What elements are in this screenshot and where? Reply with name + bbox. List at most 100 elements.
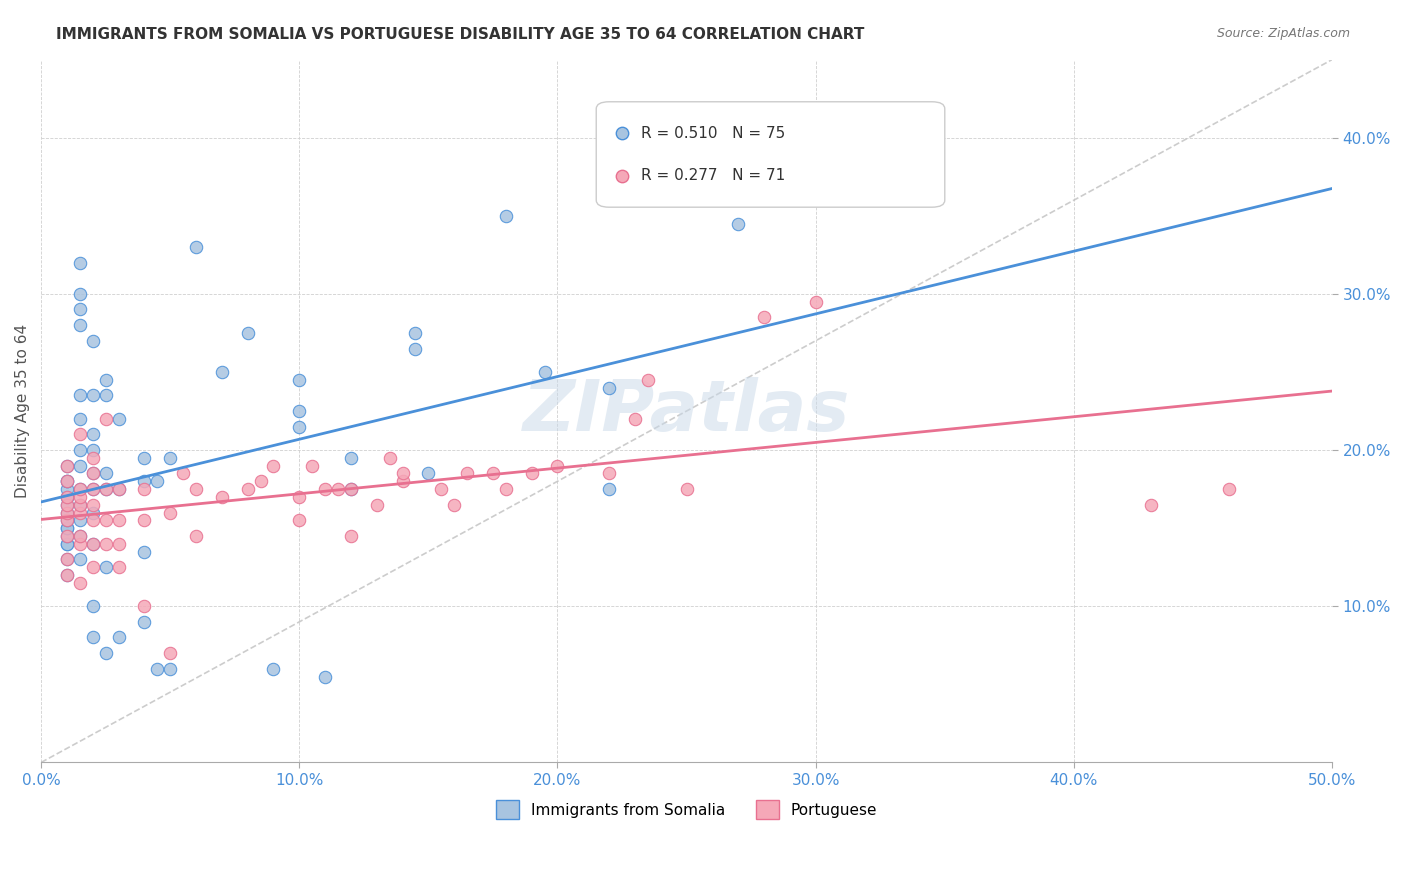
Point	[624, 412, 647, 426]
Point	[94, 646, 117, 660]
Point	[69, 537, 91, 551]
Point	[69, 427, 91, 442]
Point	[82, 443, 104, 458]
Point	[430, 482, 453, 496]
Point	[301, 458, 323, 473]
Point	[107, 513, 129, 527]
Point	[134, 482, 156, 496]
Point	[56, 458, 79, 473]
Point	[107, 560, 129, 574]
Point	[69, 302, 91, 317]
Point	[340, 482, 363, 496]
Point	[288, 404, 311, 418]
Point	[69, 513, 91, 527]
Point	[56, 506, 79, 520]
Point	[598, 381, 620, 395]
Point	[598, 482, 620, 496]
Point	[107, 631, 129, 645]
Point	[326, 482, 349, 496]
Point	[418, 467, 440, 481]
Point	[69, 412, 91, 426]
Point	[69, 575, 91, 590]
Point	[314, 482, 336, 496]
Point	[236, 482, 259, 496]
Point	[56, 498, 79, 512]
Point	[107, 482, 129, 496]
Point	[249, 475, 271, 489]
Point	[134, 450, 156, 465]
Point	[56, 475, 79, 489]
Point	[1218, 482, 1240, 496]
FancyBboxPatch shape	[596, 102, 945, 207]
Point	[94, 482, 117, 496]
Point	[82, 498, 104, 512]
Point	[69, 552, 91, 566]
Point	[69, 286, 91, 301]
Point	[82, 427, 104, 442]
Point	[82, 388, 104, 402]
Point	[94, 560, 117, 574]
Point	[288, 419, 311, 434]
Point	[391, 467, 413, 481]
Point	[56, 552, 79, 566]
Point	[82, 467, 104, 481]
Point	[69, 443, 91, 458]
Point	[184, 482, 207, 496]
Point	[366, 498, 388, 512]
Point	[159, 450, 181, 465]
Legend: Immigrants from Somalia, Portuguese: Immigrants from Somalia, Portuguese	[489, 794, 883, 825]
Point	[495, 209, 517, 223]
Point	[56, 475, 79, 489]
Point	[146, 662, 169, 676]
Point	[69, 498, 91, 512]
Point	[159, 506, 181, 520]
Point	[405, 326, 427, 340]
Text: Source: ZipAtlas.com: Source: ZipAtlas.com	[1216, 27, 1350, 40]
Y-axis label: Disability Age 35 to 64: Disability Age 35 to 64	[15, 324, 30, 498]
Point	[82, 334, 104, 348]
Point	[211, 490, 233, 504]
Text: IMMIGRANTS FROM SOMALIA VS PORTUGUESE DISABILITY AGE 35 TO 64 CORRELATION CHART: IMMIGRANTS FROM SOMALIA VS PORTUGUESE DI…	[56, 27, 865, 42]
Point	[107, 482, 129, 496]
Point	[69, 529, 91, 543]
Point	[82, 599, 104, 614]
Point	[69, 458, 91, 473]
Point	[675, 482, 697, 496]
Point	[82, 506, 104, 520]
Point	[94, 373, 117, 387]
Point	[82, 467, 104, 481]
Point	[391, 475, 413, 489]
Point	[263, 662, 285, 676]
Point	[94, 412, 117, 426]
Point	[804, 294, 827, 309]
Point	[263, 458, 285, 473]
Point	[82, 513, 104, 527]
Point	[69, 490, 91, 504]
Point	[495, 482, 517, 496]
Point	[82, 631, 104, 645]
Point	[69, 255, 91, 269]
Point	[547, 458, 569, 473]
Point	[82, 482, 104, 496]
Point	[82, 450, 104, 465]
Point	[69, 482, 91, 496]
Point	[378, 450, 401, 465]
Point	[56, 521, 79, 535]
Point	[56, 529, 79, 543]
Point	[288, 373, 311, 387]
Point	[134, 615, 156, 629]
Point	[56, 490, 79, 504]
Point	[107, 537, 129, 551]
Point	[184, 240, 207, 254]
Point	[172, 467, 194, 481]
Text: R = 0.510   N = 75: R = 0.510 N = 75	[641, 126, 786, 141]
Point	[340, 529, 363, 543]
Point	[340, 450, 363, 465]
Point	[56, 521, 79, 535]
Point	[598, 467, 620, 481]
Point	[94, 467, 117, 481]
Point	[94, 388, 117, 402]
Point	[56, 490, 79, 504]
Point	[637, 373, 659, 387]
Point	[236, 326, 259, 340]
